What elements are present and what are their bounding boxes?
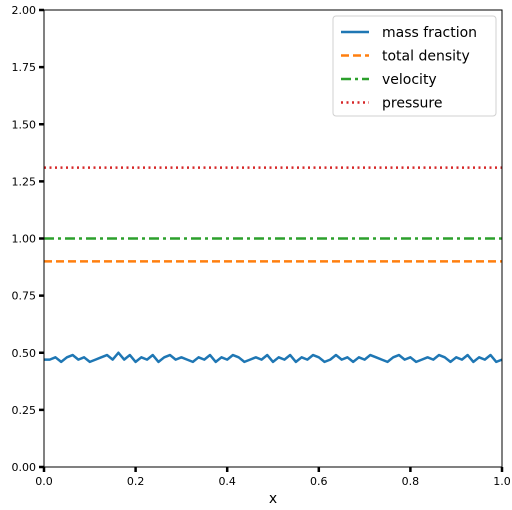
y-tick-label: 1.75 [12,61,37,74]
x-axis-ticks: 0.0 0.2 0.4 0.6 0.8 1.0 [35,467,511,488]
x-tick-label: 0.4 [218,475,236,488]
y-tick-label: 1.25 [12,175,37,188]
x-tick-label: 0.0 [35,475,53,488]
y-tick-label: 2.00 [12,4,37,17]
series-line-0 [44,351,503,364]
x-tick-label: 0.8 [402,475,420,488]
x-tick-label: 0.6 [310,475,328,488]
x-tick-label: 1.0 [493,475,511,488]
x-axis-label: x [269,491,277,507]
y-tick-label: 0.75 [12,290,37,303]
x-tick-label: 0.2 [127,475,145,488]
legend-label: mass fraction [382,25,477,41]
y-tick-label: 0.25 [12,404,37,417]
legend-box [332,15,497,117]
series-lines [44,166,503,364]
legend-label: velocity [382,72,437,88]
y-tick-label: 1.00 [12,233,37,246]
y-tick-label: 0.50 [12,347,37,360]
y-tick-label: 0.00 [12,461,37,474]
legend-label: total density [382,49,470,65]
y-axis-ticks: 0.00 0.25 0.50 0.75 1.00 1.25 1.50 1.75 2.00 [12,4,44,474]
legend-label: pressure [382,96,442,112]
legend: mass fraction total density velocity pressu… [332,15,497,117]
y-tick-label: 1.50 [12,118,37,131]
